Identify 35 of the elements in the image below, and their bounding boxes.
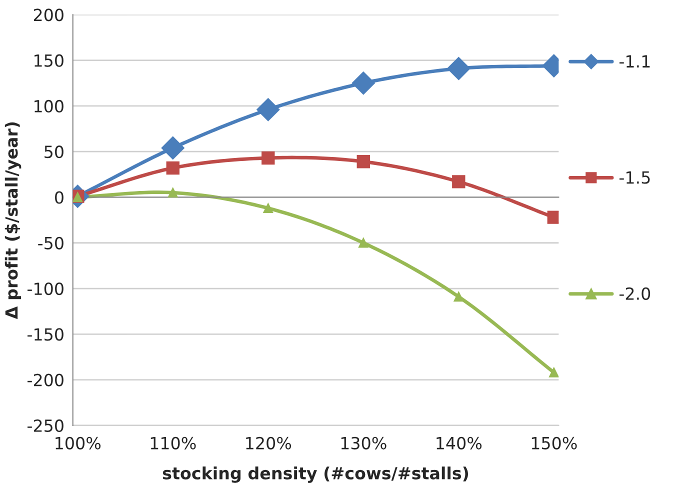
point bbox=[452, 175, 466, 188]
y-tick-label: 100 bbox=[34, 100, 64, 113]
point bbox=[166, 161, 180, 175]
y-tick-label: -50 bbox=[38, 236, 64, 250]
legend-label: -1.5 bbox=[619, 171, 650, 184]
point bbox=[447, 57, 470, 80]
y-tick-label: 0 bbox=[55, 191, 64, 204]
legend-label: -1.1 bbox=[619, 55, 650, 68]
y-tick-label: 200 bbox=[34, 8, 64, 22]
x-tick-label: 140% bbox=[436, 436, 482, 450]
point bbox=[356, 155, 370, 168]
point bbox=[454, 292, 464, 302]
point bbox=[256, 98, 280, 122]
point bbox=[358, 238, 368, 248]
y-tick-label: 150 bbox=[34, 54, 64, 67]
y-tick-label: -250 bbox=[28, 419, 64, 432]
x-tick-label: 130% bbox=[341, 436, 386, 450]
y-tick-label: 50 bbox=[44, 146, 64, 158]
point bbox=[547, 210, 559, 224]
y-axis-title: Δ profit ($/stall/year) bbox=[4, 122, 22, 320]
point bbox=[549, 368, 559, 378]
y-tick-label: -150 bbox=[28, 328, 64, 341]
point bbox=[161, 136, 184, 160]
x-tick-label: 150% bbox=[532, 436, 577, 450]
point bbox=[352, 72, 375, 95]
x-tick-label: 120% bbox=[246, 436, 292, 450]
y-tick-label: -100 bbox=[28, 282, 64, 296]
x-tick-label: 100% bbox=[56, 436, 101, 450]
point bbox=[262, 151, 275, 165]
legend-label: -2.0 bbox=[619, 287, 650, 300]
point bbox=[168, 188, 178, 198]
point bbox=[263, 203, 274, 214]
x-axis-title: stocking density (#cows/#stalls) bbox=[162, 466, 468, 483]
x-tick-label: 110% bbox=[150, 436, 196, 450]
y-tick-label: -200 bbox=[28, 374, 64, 386]
